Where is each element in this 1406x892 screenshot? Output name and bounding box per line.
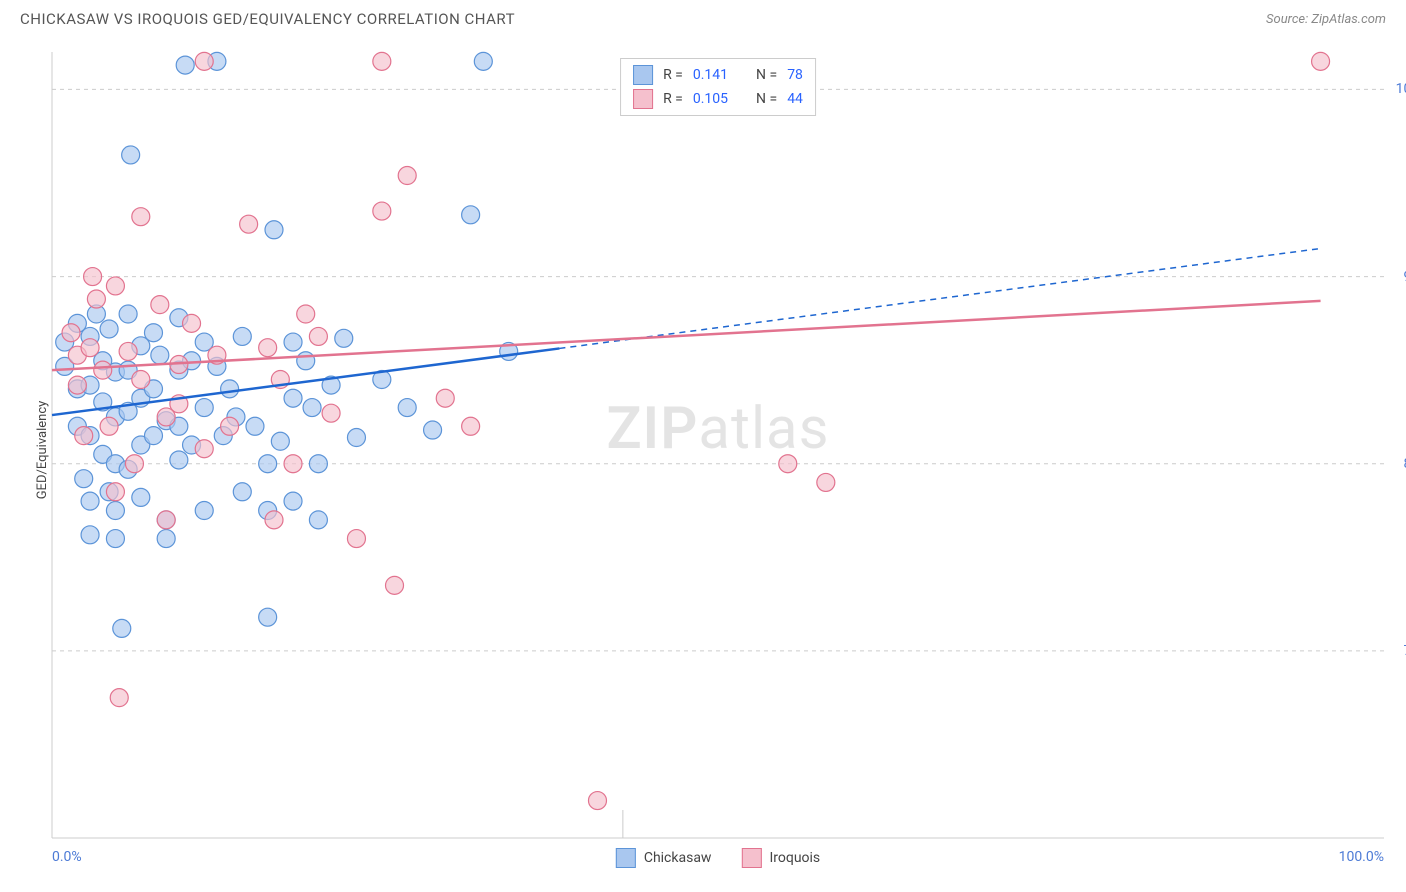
n-label: N = <box>756 91 777 107</box>
legend-label: Iroquois <box>769 850 820 866</box>
legend-swatch <box>741 848 761 868</box>
chart-title: CHICKASAW VS IROQUOIS GED/EQUIVALENCY CO… <box>20 10 515 28</box>
legend-row: R = 0.141 N = 78 <box>633 63 803 87</box>
series-legend: Chickasaw Iroquois <box>616 848 820 868</box>
n-value: 78 <box>787 67 803 83</box>
n-value: 44 <box>787 91 803 107</box>
y-axis-label: GED/Equivalency <box>35 401 50 500</box>
r-value: 0.105 <box>693 91 728 107</box>
r-label: R = <box>663 91 683 107</box>
correlation-legend: R = 0.141 N = 78 R = 0.105 N = 44 <box>620 58 816 116</box>
chart-container: GED/Equivalency ZIPatlas R =0.141N =78R … <box>50 50 1386 840</box>
legend-label: Chickasaw <box>644 850 712 866</box>
n-label: N = <box>756 67 777 83</box>
legend-swatch <box>633 89 653 109</box>
r-label: R = <box>663 67 683 83</box>
y-tick-label: 100.0% <box>1396 81 1406 97</box>
legend-swatch <box>616 848 636 868</box>
scatter-plot <box>50 50 1386 840</box>
x-tick-100: 100.0% <box>1339 849 1384 865</box>
source-label: Source: ZipAtlas.com <box>1266 12 1386 27</box>
legend-row: R = 0.105 N = 44 <box>633 87 803 111</box>
x-tick-0: 0.0% <box>52 849 82 865</box>
legend-item: Chickasaw <box>616 848 712 868</box>
r-value: 0.141 <box>693 67 728 83</box>
legend-item: Iroquois <box>741 848 820 868</box>
legend-swatch <box>633 65 653 85</box>
